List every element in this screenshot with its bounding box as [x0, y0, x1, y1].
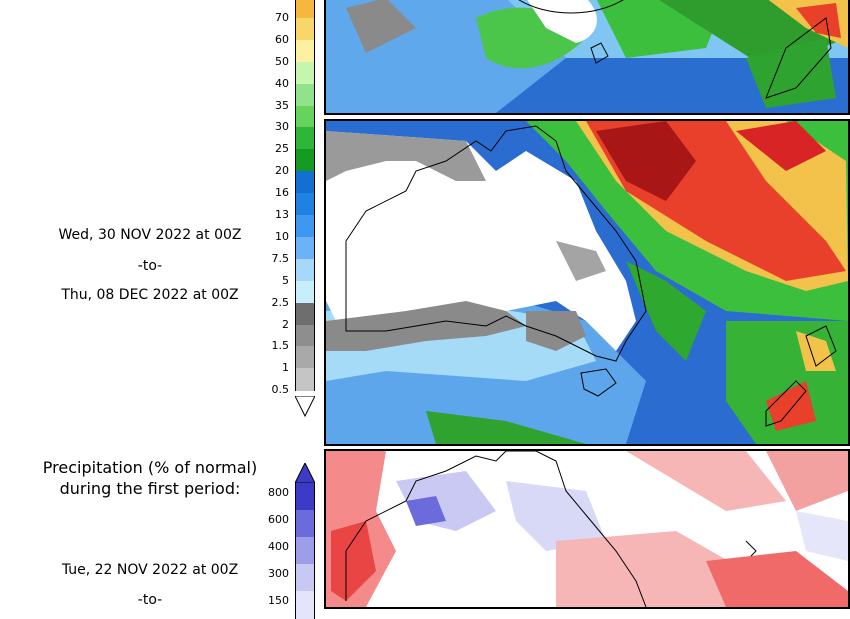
rain-colorbar-segment: [295, 149, 315, 172]
rain-colorbar-segment: [295, 215, 315, 238]
rain-colorbar-segment: [295, 258, 315, 282]
rain-colorbar-segment: [295, 83, 315, 106]
rain-colorbar-tick: 20: [275, 164, 289, 178]
percent-colorbar-segment: [295, 483, 315, 511]
rain-colorbar-segment: [295, 61, 315, 85]
percent-period-start-label: Tue, 22 NOV 2022 at 00Z: [61, 562, 239, 578]
rain-colorbar-tick: 5: [282, 273, 289, 287]
rain-colorbar-tick: 25: [275, 142, 289, 156]
rain-colorbar-segment: [295, 280, 315, 304]
colorbar-arrow-down: [295, 396, 315, 418]
percent-colorbar-segment: [295, 537, 315, 565]
rain-colorbar-segment: [295, 193, 315, 216]
precip-map-main: [326, 121, 848, 444]
rain-colorbar-tick: 0.5: [271, 383, 290, 397]
rain-colorbar-segment: [295, 302, 315, 325]
rain-colorbar-tick: 2: [282, 317, 289, 331]
percent-colorbar-tick: 150: [268, 594, 289, 607]
rain-colorbar: [295, 0, 315, 396]
map-panel-main: [324, 119, 850, 446]
percent-colorbar-segment: [295, 591, 315, 619]
rain-colorbar-tick: 30: [275, 120, 289, 134]
percent-colorbar-tick: 300: [268, 567, 289, 580]
rain-colorbar-segment: [295, 368, 315, 391]
rain-colorbar-tick: 7.5: [271, 251, 290, 265]
percent-colorbar-segment: [295, 510, 315, 538]
period-start-label: Wed, 30 NOV 2022 at 00Z: [58, 227, 242, 243]
rain-colorbar-segment: [295, 105, 315, 128]
rain-colorbar-segment: [295, 171, 315, 194]
percent-colorbar-tick: 800: [268, 486, 289, 499]
precip-map-top: [326, 0, 848, 113]
rain-colorbar-tick: 1.5: [271, 339, 290, 353]
map-panel-top: [324, 0, 850, 115]
colorbar-arrow-up: [295, 463, 315, 484]
period-end-label: Thu, 08 DEC 2022 at 00Z: [61, 287, 239, 303]
percent-title-line2: during the first period:: [59, 479, 241, 498]
rain-colorbar-tick: 60: [275, 32, 289, 46]
rain-colorbar-tick: 70: [275, 10, 289, 24]
rain-colorbar-tick: 35: [275, 98, 289, 112]
period-separator-label: -to-: [137, 258, 163, 274]
rain-colorbar-tick: 2.5: [271, 295, 290, 309]
rain-colorbar-segment: [295, 236, 315, 260]
rain-colorbar-segment: [295, 17, 315, 41]
percent-colorbar-tick: 400: [268, 540, 289, 553]
percent-map: [326, 451, 848, 607]
rain-colorbar-tick: 50: [275, 54, 289, 68]
percent-colorbar: [295, 483, 315, 619]
rain-colorbar-tick: 16: [275, 186, 289, 200]
rain-colorbar-tick: 13: [275, 208, 289, 221]
rain-colorbar-tick: 40: [275, 76, 289, 90]
percent-colorbar-segment: [295, 564, 315, 592]
rain-colorbar-tick: 80: [249, 0, 289, 2]
rain-colorbar-segment: [295, 324, 315, 347]
rain-colorbar-segment: [295, 0, 315, 19]
percent-title-line1: Precipitation (% of normal): [42, 458, 258, 477]
rain-colorbar-tick: 1: [282, 361, 289, 375]
percent-colorbar-tick: 600: [268, 513, 289, 526]
rain-colorbar-tick: 10: [275, 229, 289, 243]
map-panel-bottom: [324, 449, 850, 609]
rain-colorbar-segment: [295, 127, 315, 150]
rain-colorbar-segment: [295, 39, 315, 63]
rain-colorbar-segment: [295, 346, 315, 369]
